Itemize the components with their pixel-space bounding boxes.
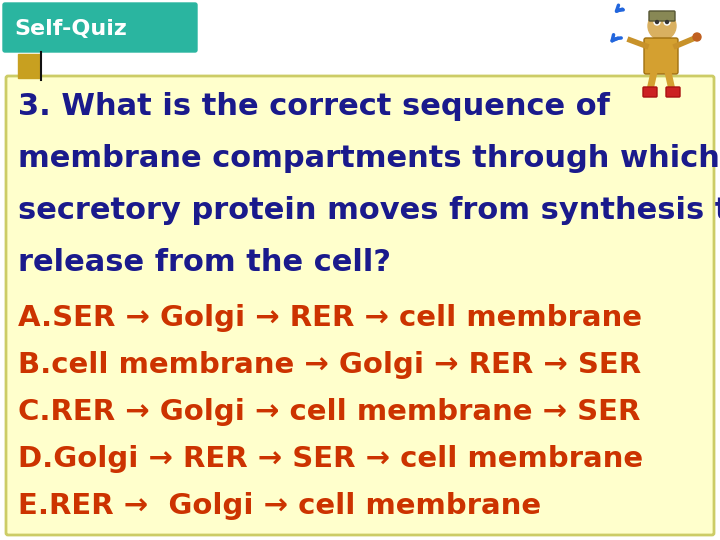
- FancyBboxPatch shape: [3, 3, 197, 52]
- Text: B.cell membrane → Golgi → RER → SER: B.cell membrane → Golgi → RER → SER: [18, 351, 641, 379]
- Text: D.Golgi → RER → SER → cell membrane: D.Golgi → RER → SER → cell membrane: [18, 445, 643, 473]
- Circle shape: [655, 21, 659, 24]
- FancyBboxPatch shape: [649, 11, 675, 21]
- Text: secretory protein moves from synthesis to: secretory protein moves from synthesis t…: [18, 196, 720, 225]
- Circle shape: [693, 33, 701, 41]
- Text: C.RER → Golgi → cell membrane → SER: C.RER → Golgi → cell membrane → SER: [18, 398, 640, 426]
- FancyBboxPatch shape: [643, 87, 657, 97]
- FancyBboxPatch shape: [6, 76, 714, 535]
- Circle shape: [664, 19, 670, 25]
- Text: release from the cell?: release from the cell?: [18, 248, 391, 277]
- FancyBboxPatch shape: [644, 38, 678, 74]
- FancyBboxPatch shape: [666, 87, 680, 97]
- Text: membrane compartments through which a: membrane compartments through which a: [18, 144, 720, 173]
- Circle shape: [648, 12, 676, 40]
- Circle shape: [665, 21, 668, 24]
- Text: E.RER →  Golgi → cell membrane: E.RER → Golgi → cell membrane: [18, 492, 541, 520]
- Circle shape: [654, 19, 660, 25]
- Text: 3. What is the correct sequence of: 3. What is the correct sequence of: [18, 92, 610, 121]
- FancyBboxPatch shape: [18, 54, 40, 78]
- Text: A.SER → Golgi → RER → cell membrane: A.SER → Golgi → RER → cell membrane: [18, 304, 642, 332]
- Text: Self-Quiz: Self-Quiz: [14, 19, 127, 39]
